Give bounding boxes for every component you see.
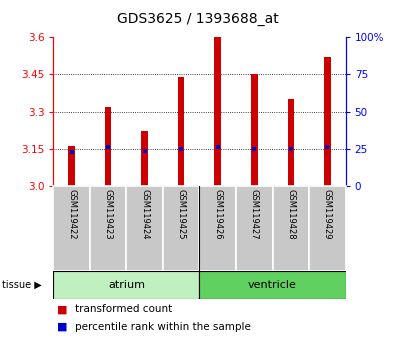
Bar [236,186,273,271]
Bar [273,186,309,271]
Text: ventricle: ventricle [248,280,297,290]
Text: percentile rank within the sample: percentile rank within the sample [75,322,251,332]
Text: tissue ▶: tissue ▶ [2,280,42,290]
Bar [251,74,258,186]
Bar [126,186,163,271]
Text: GDS3625 / 1393688_at: GDS3625 / 1393688_at [117,12,278,27]
Text: GSM119426: GSM119426 [213,189,222,240]
Text: GSM119428: GSM119428 [286,189,295,240]
Text: GSM119423: GSM119423 [103,189,113,240]
Bar [288,99,294,186]
Bar [324,57,331,186]
Bar [141,131,148,186]
Text: atrium: atrium [108,280,145,290]
Bar [163,186,199,271]
Bar [199,186,236,271]
Bar [199,271,346,299]
Text: GSM119429: GSM119429 [323,189,332,240]
Bar [178,77,184,186]
Text: ■: ■ [57,304,68,314]
Text: GSM119425: GSM119425 [177,189,186,240]
Text: GSM119422: GSM119422 [67,189,76,240]
Bar [53,186,90,271]
Bar [309,186,346,271]
Text: GSM119427: GSM119427 [250,189,259,240]
Bar [105,107,111,186]
Bar [90,186,126,271]
Bar [214,37,221,186]
Text: ■: ■ [57,322,68,332]
Bar [68,146,75,186]
Bar [53,271,199,299]
Text: GSM119424: GSM119424 [140,189,149,240]
Text: transformed count: transformed count [75,304,172,314]
